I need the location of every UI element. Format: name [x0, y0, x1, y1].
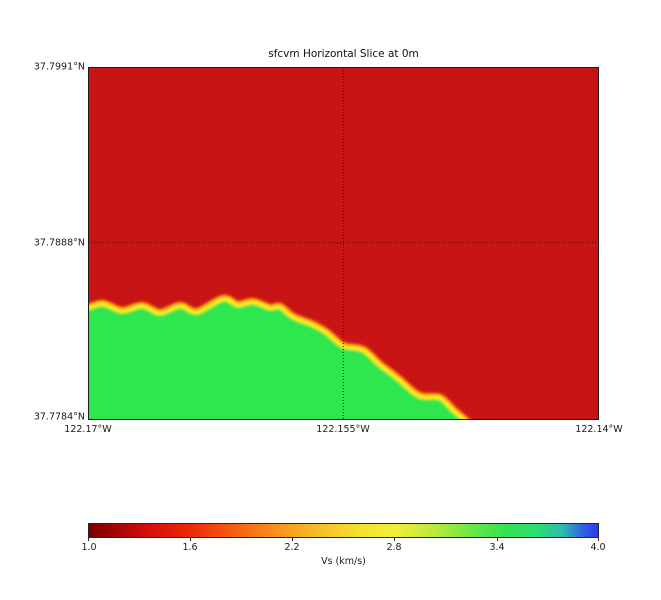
colorbar — [88, 523, 599, 538]
colorbar-tick-mark — [88, 538, 89, 541]
colorbar-tick-mark — [190, 538, 191, 541]
x-tick-label-right: 122.14°W — [575, 424, 623, 435]
colorbar-tick-mark — [497, 538, 498, 541]
colorbar-tick-label: 4.0 — [590, 542, 606, 553]
colorbar-tick-label: 3.4 — [489, 542, 505, 553]
y-tick-label-bottom: 37.7784°N — [33, 411, 85, 423]
plot-area — [88, 67, 599, 420]
colorbar-tick-label: 2.8 — [386, 542, 402, 553]
colorbar-tick-label: 2.2 — [284, 542, 300, 553]
colorbar-axis-label: Vs (km/s) — [321, 556, 366, 567]
colorbar-tick-mark — [394, 538, 395, 541]
heatmap-svg — [88, 67, 599, 420]
colorbar-tick-mark — [598, 538, 599, 541]
x-tick-label-left: 122.17°W — [64, 424, 112, 435]
y-tick-label-mid: 37.7888°N — [33, 237, 85, 248]
colorbar-tick-label: 1.0 — [81, 542, 97, 553]
plot-title: sfcvm Horizontal Slice at 0m — [268, 48, 419, 60]
x-tick-label-mid: 122.155°W — [316, 424, 370, 435]
colorbar-tick-label: 1.6 — [182, 542, 198, 553]
y-tick-label-top: 37.7991°N — [33, 61, 85, 73]
colorbar-tick-mark — [292, 538, 293, 541]
